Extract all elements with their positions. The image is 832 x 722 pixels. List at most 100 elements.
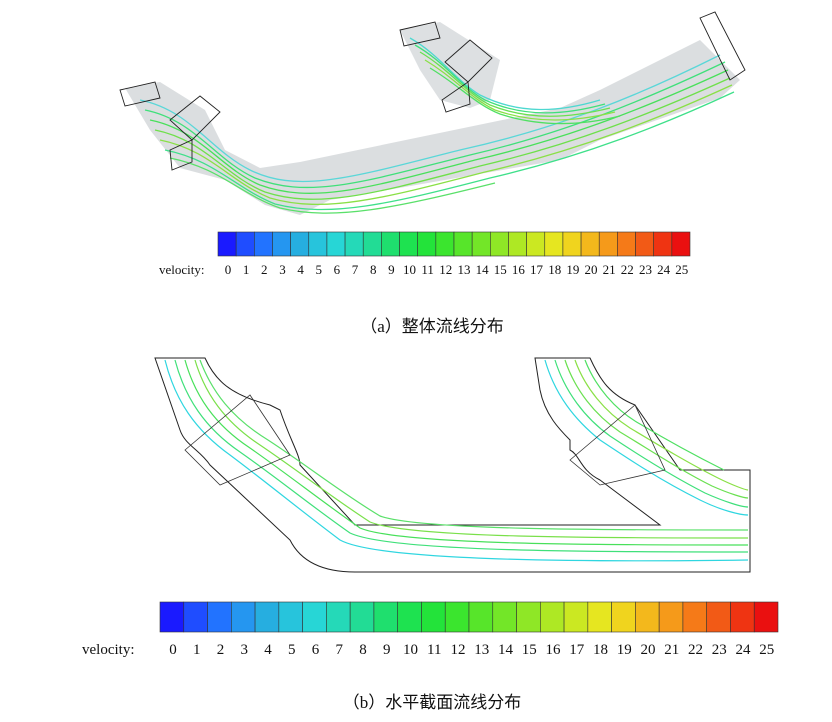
tick-label: 19 xyxy=(566,262,580,277)
tick-label: 1 xyxy=(193,642,201,658)
tick-label: 14 xyxy=(498,642,513,658)
panel-a-outline xyxy=(119,11,746,171)
colorbar-swatch xyxy=(468,601,494,633)
tick-label: 6 xyxy=(333,262,341,277)
caption-b: （b）水平截面流线分布 xyxy=(342,693,522,712)
colorbar-swatch xyxy=(290,231,310,257)
colorbar-swatch xyxy=(453,231,473,257)
tick-label: 21 xyxy=(664,642,680,658)
tick-label: 15 xyxy=(521,642,537,658)
tick-label: 19 xyxy=(616,642,632,658)
panel-b-grid xyxy=(184,394,666,486)
tick-label: 17 xyxy=(530,262,544,277)
tick-label: 1 xyxy=(242,262,250,277)
colorbar-swatch xyxy=(611,601,636,633)
tick-label: 3 xyxy=(279,262,286,277)
colorbar-swatch xyxy=(435,231,455,257)
colorbar-swatch xyxy=(159,601,185,633)
legend-label-b: velocity: xyxy=(82,642,135,658)
tick-label: 0 xyxy=(224,262,232,277)
tick-label: 21 xyxy=(602,262,616,277)
colorbar-swatch xyxy=(326,601,351,633)
tick-label: 8 xyxy=(369,262,377,277)
colorbar-swatch xyxy=(278,601,303,633)
colorbar-swatch xyxy=(490,231,509,257)
tick-label: 22 xyxy=(688,642,703,658)
colorbar-swatch xyxy=(730,601,755,633)
colorbar-swatch xyxy=(326,231,346,257)
caption-a: （a）整体流线分布 xyxy=(360,317,504,336)
colorbar-swatch xyxy=(471,231,491,257)
tick-label: 9 xyxy=(388,262,395,277)
tick-label: 3 xyxy=(240,642,249,658)
tick-label: 4 xyxy=(297,262,304,277)
colorbar-swatch xyxy=(254,601,280,633)
tick-label: 11 xyxy=(421,262,434,277)
colorbar-swatch xyxy=(540,601,565,633)
colorbar-swatch xyxy=(235,231,255,257)
pipe-shell xyxy=(125,40,740,215)
tick-label: 7 xyxy=(335,642,344,658)
colorbar-swatch xyxy=(421,601,446,633)
colorbar-swatch xyxy=(272,231,291,257)
tick-label: 7 xyxy=(351,262,359,277)
tick-label: 6 xyxy=(311,642,320,658)
colorbar-swatch xyxy=(635,601,660,633)
tick-label: 18 xyxy=(548,262,562,277)
colorbar-swatch xyxy=(381,231,400,257)
tick-label: 16 xyxy=(511,262,525,277)
tick-label: 23 xyxy=(638,262,652,277)
tick-label: 2 xyxy=(261,262,268,277)
colorbar-swatch xyxy=(706,601,731,633)
colorbar-swatch xyxy=(207,601,232,633)
tick-label: 9 xyxy=(383,642,391,658)
colorbar-swatch xyxy=(526,231,546,257)
tick-label: 13 xyxy=(474,642,490,658)
colorbar-swatch xyxy=(254,231,273,257)
colorbar-swatch xyxy=(671,231,691,257)
tick-label: 17 xyxy=(569,642,585,658)
streamlines-b xyxy=(164,359,749,562)
tick-label: 10 xyxy=(403,262,416,277)
colorbar-swatch xyxy=(444,601,470,633)
colorbar-swatch xyxy=(397,601,422,633)
colorbar-b xyxy=(159,601,779,633)
colorbar-swatch xyxy=(580,231,600,257)
colorbar-swatch xyxy=(302,601,327,633)
panel-b-diagram xyxy=(154,357,751,573)
colorbar-swatch xyxy=(563,601,589,633)
tick-label: 18 xyxy=(593,642,608,658)
tick-label: 25 xyxy=(675,262,689,277)
tick-label: 2 xyxy=(216,642,225,658)
colorbar-swatch xyxy=(417,231,437,257)
legend-label-a: velocity: xyxy=(159,262,205,277)
colorbar-swatch xyxy=(373,601,398,633)
tick-label: 12 xyxy=(450,642,466,658)
section-outline xyxy=(154,357,751,573)
colorbar-swatch xyxy=(362,231,382,257)
tick-label: 4 xyxy=(264,642,272,658)
tick-label: 22 xyxy=(620,262,634,277)
tick-label: 8 xyxy=(359,642,367,658)
tick-label: 20 xyxy=(584,262,598,277)
colorbar-swatch xyxy=(349,601,375,633)
tick-label: 15 xyxy=(493,262,507,277)
colorbar-swatch xyxy=(753,601,779,633)
tick-label: 23 xyxy=(711,642,727,658)
colorbar-swatch xyxy=(492,601,517,633)
tick-label: 13 xyxy=(457,262,471,277)
colorbar-swatch xyxy=(508,231,527,257)
colorbar-swatch xyxy=(217,231,237,257)
colorbar-swatch xyxy=(658,601,684,633)
upper-inlet-shell xyxy=(400,22,500,108)
streamlines-a xyxy=(139,37,735,214)
tick-label: 0 xyxy=(169,642,177,658)
colorbar-swatch xyxy=(635,231,654,257)
tick-label: 12 xyxy=(439,262,453,277)
tick-label: 24 xyxy=(657,262,671,277)
tick-label: 16 xyxy=(545,642,561,658)
colorbar-swatch xyxy=(653,231,673,257)
colorbar-swatch xyxy=(598,231,618,257)
colorbar-swatch xyxy=(344,231,364,257)
